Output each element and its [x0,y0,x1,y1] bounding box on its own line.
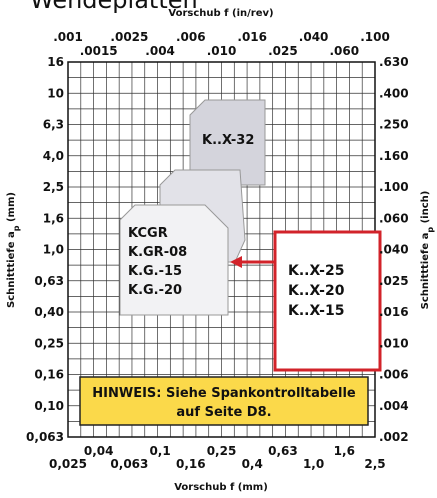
left-tick-label: 0,16 [34,368,64,382]
left-tick-label: 2,5 [43,180,64,194]
bottom-tick-label: 0,63 [268,444,298,458]
right-tick-label: .250 [379,118,409,132]
bottom-tick-label: 0,4 [242,457,263,471]
right-tick-label: .025 [379,274,409,288]
right-tick-label: .060 [379,211,409,225]
top-tick-label: .004 [145,44,175,58]
insert-label: K..X-32 [202,133,254,148]
bottom-tick-label: 0,04 [84,444,114,458]
callout-box [273,230,382,372]
insert-front [119,204,229,316]
axis-title-text: Schnitttiefe a [6,231,17,308]
bottom-tick-label: 0,1 [149,444,170,458]
top-tick-label: .060 [329,44,359,58]
left-tick-label: 4,0 [43,149,64,163]
left-tick-label: 1,0 [43,243,64,257]
top-tick-label: .040 [299,30,329,44]
right-tick-label: .630 [379,55,409,69]
bottom-tick-label: 0,25 [207,444,237,458]
bottom-tick-label: 1,0 [303,457,324,471]
bottom-tick-label: 0,025 [49,457,87,471]
note-box [79,376,369,426]
bottom-tick-label: 2,5 [364,457,385,471]
axis-title-unit: (inch) [420,191,431,227]
note-text: auf Seite D8. [176,405,271,420]
bottom-tick-label: 1,6 [334,444,355,458]
right-tick-label: .040 [379,243,409,257]
insert-label: K.G.-15 [128,264,182,279]
left-tick-label: 0,063 [26,430,64,444]
top-tick-label: .001 [53,30,83,44]
right-tick-label: .016 [379,305,409,319]
left-tick-label: 1,6 [43,211,64,225]
bottom-axis-title: Vorschub f (mm) [174,482,268,493]
axis-title-unit: (mm) [6,192,17,225]
arrow-head [230,256,242,268]
top-tick-label: .006 [176,30,206,44]
right-tick-label: .100 [379,180,409,194]
axis-title-sub: p [12,225,21,231]
top-tick-label: .025 [268,44,298,58]
right-tick-label: .400 [379,86,409,100]
right-tick-label: .004 [379,399,409,413]
left-tick-label: 0,25 [34,336,64,350]
top-tick-label: .010 [207,44,237,58]
page-title: Wendeplatten [30,0,198,14]
left-axis-title: Schnitttiefe ap (mm) [6,192,21,308]
top-tick-label: .100 [360,30,390,44]
top-axis-title: Vorschub f (in/rev) [168,8,273,19]
axis-title-sub: p [426,227,435,233]
left-tick-label: 6,3 [43,118,64,132]
note-text: HINWEIS: Siehe Spankontrolltabelle [92,386,356,401]
left-tick-label: 10 [47,86,64,100]
left-tick-label: 0,40 [34,305,64,319]
callout-label: K..X-20 [288,283,345,299]
left-tick-label: 0,63 [34,274,64,288]
insert-label: K.GR-08 [128,245,187,260]
right-tick-label: .010 [379,336,409,350]
right-tick-label: .006 [379,368,409,382]
right-tick-label: .160 [379,149,409,163]
bottom-tick-label: 0,16 [176,457,206,471]
insert-label: KCGR [128,226,168,241]
top-tick-label: .0025 [110,30,148,44]
inserts [79,99,382,426]
bottom-tick-label: 0,063 [110,457,148,471]
right-axis-title: Schnitttiefe ap (inch) [420,191,435,310]
top-tick-label: .016 [237,30,267,44]
left-tick-label: 16 [47,55,64,69]
callout-label: K..X-15 [288,303,344,319]
axis-title-text: Schnitttiefe a [420,233,431,310]
insert-label: K.G.-20 [128,283,182,298]
left-tick-label: 0,10 [34,399,64,413]
top-tick-label: .0015 [80,44,118,58]
right-tick-label: .002 [379,430,409,444]
callout-label: K..X-25 [288,263,344,279]
